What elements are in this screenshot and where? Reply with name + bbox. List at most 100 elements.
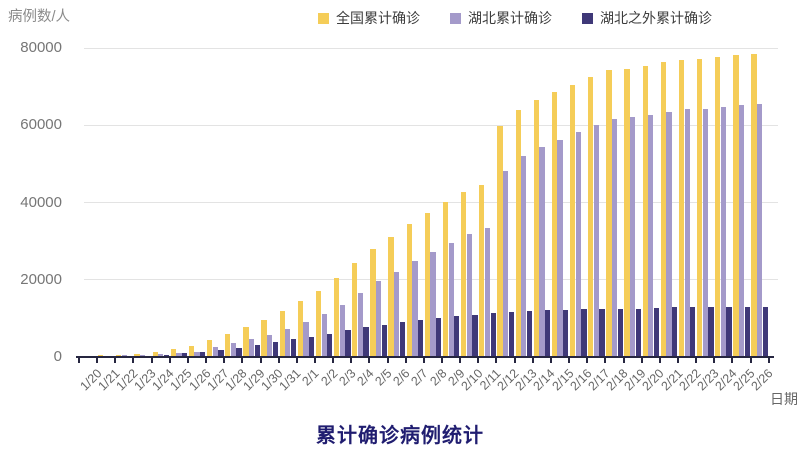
x-tick-mark [731,358,734,363]
bar-outside-hubei [309,336,315,357]
bar-outside-hubei [345,330,351,357]
legend-item-national: 全国累计确诊 [318,8,420,28]
bar-national [697,59,703,357]
bar-hubei [630,117,636,357]
bar-national [279,311,285,357]
x-tick-mark [404,358,407,363]
legend-label-national: 全国累计确诊 [336,10,420,26]
y-tick-label: 60000 [20,116,62,134]
x-tick-mark [386,358,389,363]
bar-outside-hubei [399,322,406,357]
bar-outside-hubei [490,313,496,357]
bar-national [606,70,612,357]
y-tick-label: 80000 [20,39,62,56]
x-tick-mark [96,358,99,363]
x-tick-mark [277,358,280,363]
y-axis-title: 病例数/人 [8,9,71,25]
bar-hubei [176,352,182,357]
x-tick-mark [259,358,262,363]
bar-national [243,327,249,357]
bar-hubei [339,304,345,357]
bar-national [569,84,576,357]
bar-hubei [448,242,454,357]
x-tick-mark [586,358,589,363]
bar-hubei [412,260,418,357]
bar-outside-hubei [381,324,387,357]
bar-hubei [357,292,364,357]
y-tick-label: 20000 [20,270,62,288]
bar-hubei [666,111,672,357]
legend-swatch-national [318,12,329,24]
x-tick-mark [568,358,571,363]
bar-national [751,53,757,357]
bar-national [170,349,176,357]
bar-hubei [757,103,763,357]
bar-outside-hubei [181,353,188,357]
bar-national [660,62,666,357]
bar-outside-hubei [200,351,206,357]
y-tick-label: 0 [53,348,62,365]
x-tick-mark [658,358,661,363]
bar-national [188,346,195,357]
bar-outside-hubei [617,308,623,357]
bar-outside-hubei [726,307,732,357]
bar-hubei [648,114,654,357]
x-tick-mark [186,358,189,363]
bar-hubei [466,234,472,357]
bar-national [624,68,630,357]
bar-hubei [611,118,618,357]
x-tick-mark [676,358,679,363]
bar-hubei [557,139,563,357]
bar-outside-hubei [290,339,297,357]
bar-hubei [539,146,545,357]
bar-hubei [684,109,690,357]
x-tick-mark [295,358,298,363]
bar-hubei [140,354,146,357]
bar-national [116,354,122,357]
bar-outside-hubei [436,317,442,357]
bar-outside-hubei [563,309,569,357]
chart-title: 累计确诊病例统计 [316,425,484,447]
bar-hubei [321,313,327,357]
bar-outside-hubei [581,309,587,357]
bar-hubei [430,252,436,357]
bar-national [642,65,648,357]
bar-hubei [230,343,237,357]
legend-swatch-outside-hubei [582,12,593,24]
bar-national [678,59,685,357]
x-tick-mark [114,358,117,363]
x-tick-mark [622,358,625,363]
bar-outside-hubei [762,307,769,357]
bar-national [442,201,449,357]
x-tick-mark [695,358,698,363]
bar-hubei [521,156,527,357]
bar-national [461,192,467,357]
bar-national [352,263,358,357]
bar-outside-hubei [526,311,533,357]
bar-outside-hubei [454,316,460,357]
bar-outside-hubei [163,354,170,357]
x-tick-mark [368,358,371,363]
bar-outside-hubei [327,333,333,357]
bar-national [733,55,739,357]
bar-hubei [212,346,218,357]
x-tick-mark [513,358,516,363]
bar-outside-hubei [417,319,424,357]
bar-outside-hubei [708,307,714,357]
bar-outside-hubei [635,308,641,357]
bar-outside-hubei [218,350,224,357]
bar-hubei [248,339,255,357]
bar-outside-hubei [272,341,278,357]
x-tick-mark [223,358,226,363]
x-tick-mark [549,358,552,363]
x-axis-title: 日期 [770,391,798,407]
x-tick-mark [350,358,353,363]
x-tick-mark [441,358,443,363]
x-tick-mark [749,358,752,363]
bar-national [406,223,412,357]
x-tick-mark [168,358,171,363]
bar-national [515,110,521,357]
bar-hubei [720,106,727,357]
bar-national [134,353,140,357]
bar-hubei [575,132,581,357]
